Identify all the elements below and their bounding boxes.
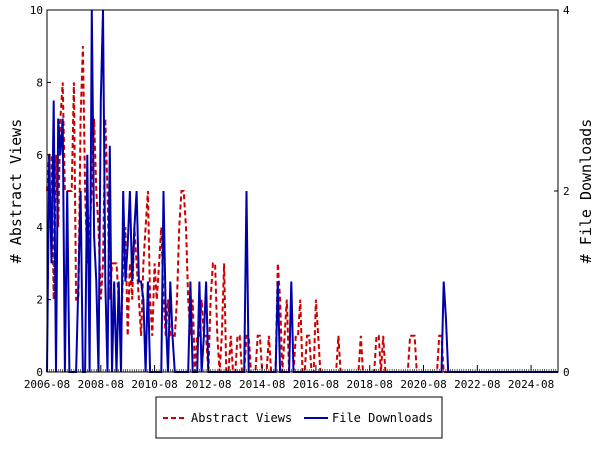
axis-ticks: 2006-08 2008-08 2010-08 2012-08 2014-08 2016-… <box>24 4 570 391</box>
x-tick-label: 2008-08 <box>78 378 124 391</box>
y-axis-left-title: # Abstract Views <box>7 119 25 264</box>
series-line-file-downloads <box>46 9 558 373</box>
y-left-tick-label: 4 <box>36 221 43 234</box>
x-tick-label: 2016-08 <box>293 378 339 391</box>
legend: Abstract Views File Downloads <box>155 396 443 439</box>
x-tick-label: 2010-08 <box>131 378 177 391</box>
y-left-tick-label: 0 <box>36 366 43 379</box>
y-left-tick-label: 6 <box>36 149 43 162</box>
y-left-tick-label: 10 <box>30 4 43 17</box>
y-right-tick-label: 2 <box>563 185 570 198</box>
y-axis-right-title: # File Downloads <box>577 119 595 264</box>
chart-series <box>46 9 558 373</box>
y-left-tick-label: 2 <box>36 294 43 307</box>
legend-label-file-downloads: File Downloads <box>332 411 433 425</box>
x-tick-label: 2020-08 <box>400 378 446 391</box>
legend-label-abstract-views: Abstract Views <box>191 411 292 425</box>
x-tick-label: 2022-08 <box>454 378 500 391</box>
x-tick-label: 2006-08 <box>24 378 70 391</box>
legend-box <box>155 396 443 439</box>
y-right-tick-label: 4 <box>563 4 570 17</box>
x-tick-label: 2012-08 <box>185 378 231 391</box>
y-right-tick-label: 0 <box>563 366 570 379</box>
x-tick-label: 2014-08 <box>239 378 285 391</box>
y-left-tick-label: 8 <box>36 76 43 89</box>
x-tick-label: 2018-08 <box>347 378 393 391</box>
x-tick-label: 2024-08 <box>508 378 554 391</box>
